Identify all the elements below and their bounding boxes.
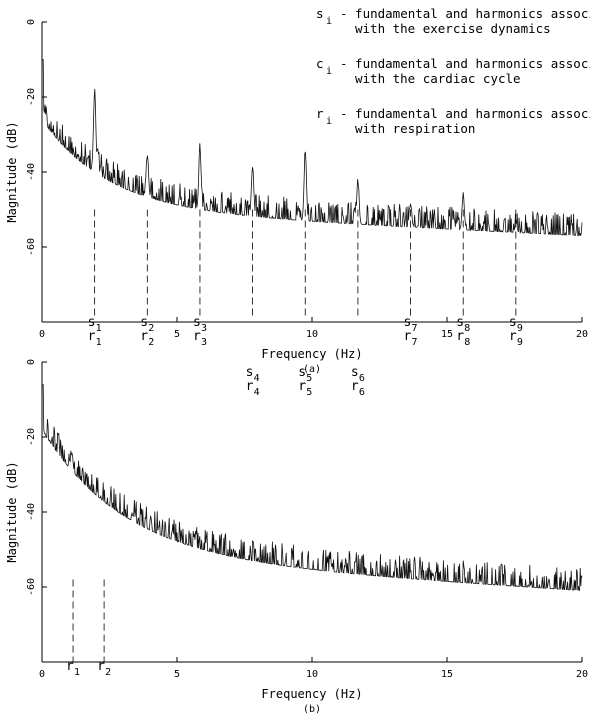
x-tick-label: 10 [306, 329, 318, 340]
harmonic-label: s [140, 315, 148, 330]
harmonic-label-subscript: 4 [254, 387, 260, 398]
harmonic-label: r [456, 329, 464, 344]
harmonic-label-subscript: 9 [517, 337, 523, 348]
harmonic-label: s [88, 315, 96, 330]
harmonic-label-subscript: 6 [359, 387, 365, 398]
legend-text-line2: with the exercise dynamics [355, 21, 551, 36]
panel-label: (b) [303, 704, 321, 715]
spectrum-trace [42, 59, 583, 237]
legend-symbol-subscript: i [326, 66, 332, 77]
harmonic-label-subscript: 2 [148, 323, 154, 334]
harmonic-label: s [246, 365, 254, 380]
harmonic-label: r [351, 379, 359, 394]
harmonic-label-subscript: 8 [464, 323, 470, 334]
harmonic-label-subscript: 1 [74, 667, 80, 678]
harmonic-label: r [193, 329, 201, 344]
x-tick-label: 20 [576, 329, 588, 340]
harmonic-label-subscript: 6 [359, 373, 365, 384]
x-tick-label: 20 [576, 669, 588, 680]
x-tick-label: 0 [39, 669, 45, 680]
harmonic-label-subscript: 1 [96, 323, 102, 334]
legend-symbol: s [316, 6, 324, 21]
harmonic-label: r [140, 329, 148, 344]
harmonic-label-subscript: 2 [148, 337, 154, 348]
legend-entry: r i - fundamental and harmonics associat… [316, 106, 590, 136]
legend-text-line2: with the cardiac cycle [355, 71, 521, 86]
y-tick-label: -20 [26, 428, 37, 446]
x-axis-label: Frequency (Hz) [261, 347, 362, 361]
harmonic-label: r [298, 379, 306, 394]
x-axis-label: Frequency (Hz) [261, 687, 362, 701]
harmonic-label-subscript: 8 [464, 337, 470, 348]
legend-symbol-subscript: i [326, 16, 332, 27]
harmonic-label-subscript: 7 [412, 323, 418, 334]
y-tick-label: -40 [26, 163, 37, 181]
legend-symbol: c [316, 56, 324, 71]
x-tick-label: 10 [306, 669, 318, 680]
x-tick-label: 15 [441, 329, 453, 340]
harmonic-label-subscript: 7 [412, 337, 418, 348]
harmonic-label: r [97, 659, 105, 674]
x-tick-label: 5 [174, 329, 180, 340]
harmonic-label: r [88, 329, 96, 344]
harmonic-label: r [246, 379, 254, 394]
legend-text-line1: - fundamental and harmonics associated [340, 6, 590, 21]
y-tick-label: -60 [26, 578, 37, 596]
y-axis-label: Magnitude (dB) [5, 121, 19, 222]
y-axis-label: Magnitude (dB) [5, 461, 19, 562]
harmonic-label: s [193, 315, 201, 330]
harmonic-label-subscript: 1 [96, 337, 102, 348]
y-tick-label: 0 [26, 19, 37, 25]
y-tick-label: -60 [26, 238, 37, 256]
harmonic-label: s [298, 365, 306, 380]
legend-text-line1: - fundamental and harmonics associated [340, 106, 590, 121]
harmonic-label-subscript: 3 [201, 323, 207, 334]
harmonic-label-subscript: 9 [517, 323, 523, 334]
spectrum-trace [42, 384, 583, 591]
legend-symbol-subscript: i [326, 116, 332, 127]
legend-text-line1: - fundamental and harmonics associated [340, 56, 590, 71]
harmonic-label: r [509, 329, 517, 344]
harmonic-label-subscript: 4 [254, 373, 260, 384]
legend-symbol: r [316, 106, 324, 121]
x-tick-label: 5 [174, 669, 180, 680]
harmonic-label: r [66, 659, 74, 674]
harmonic-label-subscript: 2 [105, 667, 111, 678]
harmonic-label-subscript: 5 [306, 387, 312, 398]
harmonic-label: s [456, 315, 464, 330]
harmonic-label-subscript: 3 [201, 337, 207, 348]
harmonic-label-subscript: 5 [306, 373, 312, 384]
y-tick-label: -20 [26, 88, 37, 106]
legend-text-line2: with respiration [355, 121, 475, 136]
harmonic-label: s [351, 365, 359, 380]
harmonic-label: s [404, 315, 412, 330]
panel-label: (a) [303, 364, 321, 375]
harmonic-label: r [404, 329, 412, 344]
legend-entry: s i - fundamental and harmonics associat… [316, 6, 590, 36]
legend: s i - fundamental and harmonics associat… [316, 6, 590, 136]
legend-entry: c i - fundamental and harmonics associat… [316, 56, 590, 86]
x-tick-label: 0 [39, 329, 45, 340]
x-tick-label: 15 [441, 669, 453, 680]
harmonic-label: s [509, 315, 517, 330]
y-tick-label: 0 [26, 359, 37, 365]
y-tick-label: -40 [26, 503, 37, 521]
